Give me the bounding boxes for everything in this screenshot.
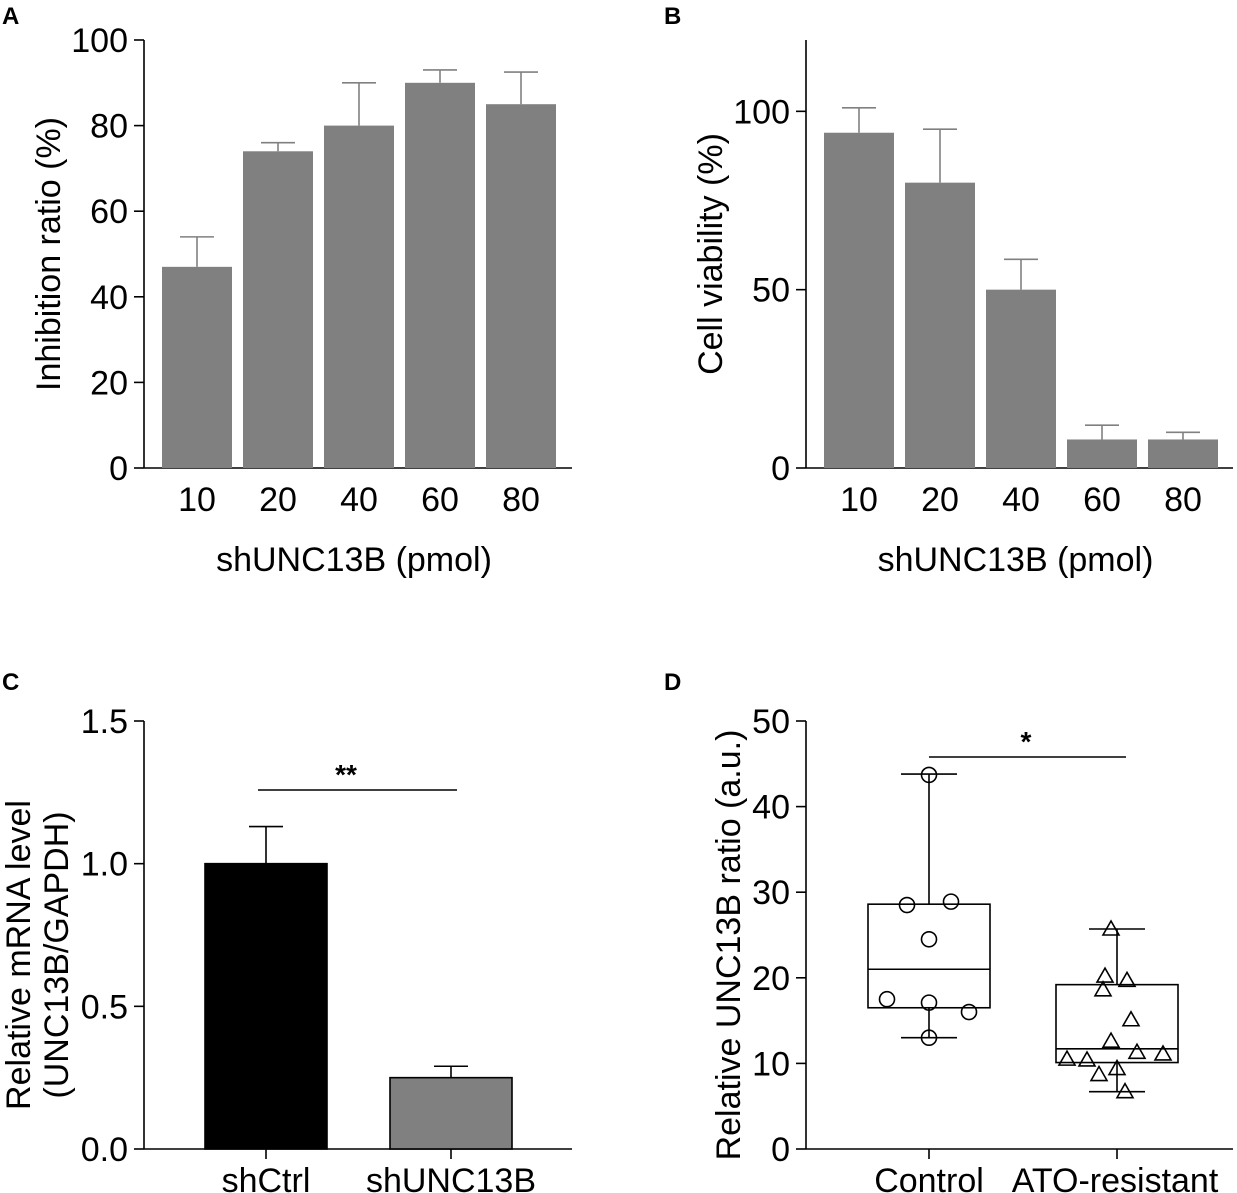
x-tick-label: 20: [921, 481, 959, 519]
chart-a: 0 20 40 60 80 100 10 20 40 60 80 shUNC13B (pmol) Inh…: [30, 22, 572, 579]
data-point-triangle: [1117, 970, 1137, 988]
y-tick-label: 20: [90, 364, 128, 402]
y-axis-title: Inhibition ratio (%): [30, 117, 68, 391]
panel-label-a: A: [2, 3, 19, 30]
y-axis-title: Cell viability (%): [692, 133, 730, 375]
x-tick-label: Control: [874, 1162, 984, 1193]
data-point-triangle: [1115, 1082, 1135, 1099]
y-tick-label: 1.0: [81, 846, 128, 884]
y-tick-label: 0: [771, 450, 790, 488]
bar: [324, 125, 394, 468]
data-point-triangle: [1057, 1049, 1077, 1066]
y-axis-title: Relative UNC13B ratio (a.u.): [710, 730, 748, 1161]
y-tick-label: 30: [752, 874, 790, 912]
y-tick-label: 50: [752, 272, 790, 310]
x-tick-label: 60: [421, 481, 459, 519]
significance-marker: **: [335, 759, 357, 790]
chart-c: 0.0 0.5 1.0 1.5 shCtrl shUNC13B Relative mRNA …: [0, 703, 572, 1193]
y-tick-label: 0.0: [81, 1131, 128, 1169]
x-tick-label: 40: [1002, 481, 1040, 519]
x-tick-label: 60: [1083, 481, 1121, 519]
data-point-triangle: [1127, 1042, 1147, 1060]
data-point-circle: [942, 893, 960, 910]
data-point-circle: [960, 1003, 978, 1021]
y-tick-label: 0: [771, 1131, 790, 1169]
y-tick-label: 40: [752, 789, 790, 827]
x-tick-label: shUNC13B: [366, 1162, 536, 1193]
y-tick-label: 0: [109, 450, 128, 488]
x-axis-title: shUNC13B (pmol): [878, 541, 1154, 579]
bar: [389, 1076, 513, 1150]
y-tick-label: 50: [752, 703, 790, 741]
x-tick-label: 10: [178, 481, 216, 519]
chart-b: 0 50 100 10 20 40 60 80 shUNC13B (pmol) Cell viab…: [692, 40, 1233, 579]
data-point-triangle: [1095, 966, 1115, 983]
x-tick-label: shCtrl: [222, 1162, 311, 1193]
y-axis-title: Relative mRNA level: [0, 800, 38, 1110]
x-tick-label: 80: [1164, 481, 1202, 519]
data-point-circle: [878, 990, 896, 1008]
box: [867, 903, 991, 1009]
bar: [243, 151, 313, 468]
data-point-triangle: [1153, 1044, 1173, 1061]
data-point-triangle: [1093, 980, 1113, 997]
y-tick-label: 10: [752, 1045, 790, 1083]
x-tick-label: 40: [340, 481, 378, 519]
y-tick-label: 60: [90, 193, 128, 231]
data-point-triangle: [1077, 1050, 1097, 1067]
data-point-circle: [920, 994, 938, 1011]
y-tick-label: 80: [90, 108, 128, 146]
bar: [204, 862, 328, 1150]
bar: [405, 82, 475, 469]
y-tick-label: 0.5: [81, 988, 128, 1026]
y-tick-label: 1.5: [81, 703, 128, 741]
bar: [1067, 439, 1137, 468]
bar: [162, 266, 232, 468]
x-tick-label: ATO-resistant: [1012, 1162, 1219, 1193]
y-tick-label: 100: [71, 22, 128, 60]
x-tick-label: 20: [259, 481, 297, 519]
panel-label-d: D: [664, 669, 681, 696]
y-tick-label: 100: [733, 93, 790, 131]
bar: [1148, 439, 1218, 468]
y-tick-label: 20: [752, 960, 790, 998]
data-point-circle: [920, 930, 938, 948]
y-tick-label: 40: [90, 279, 128, 317]
panel-label-b: B: [664, 3, 681, 30]
data-point-circle: [920, 1029, 938, 1047]
y-axis-subtitle: (UNC13B/GAPDH): [38, 811, 76, 1098]
data-point-triangle: [1121, 1010, 1141, 1027]
bar: [905, 182, 975, 468]
significance-marker: *: [1021, 726, 1032, 757]
x-tick-label: 10: [840, 481, 878, 519]
x-tick-label: 80: [502, 481, 540, 519]
data-point-circle: [898, 896, 916, 914]
bar: [986, 289, 1056, 468]
data-point-triangle: [1101, 919, 1121, 936]
bar: [824, 132, 894, 468]
bar: [486, 104, 556, 468]
chart-d: 0 10 20 30 40 50 Control ATO-resistant * Relative…: [710, 703, 1233, 1193]
data-point-triangle: [1107, 1058, 1127, 1076]
data-point-triangle: [1101, 1031, 1121, 1048]
data-point-circle: [920, 766, 938, 784]
data-point-triangle: [1089, 1064, 1109, 1082]
panel-label-c: C: [2, 669, 19, 696]
x-axis-title: shUNC13B (pmol): [216, 541, 492, 579]
